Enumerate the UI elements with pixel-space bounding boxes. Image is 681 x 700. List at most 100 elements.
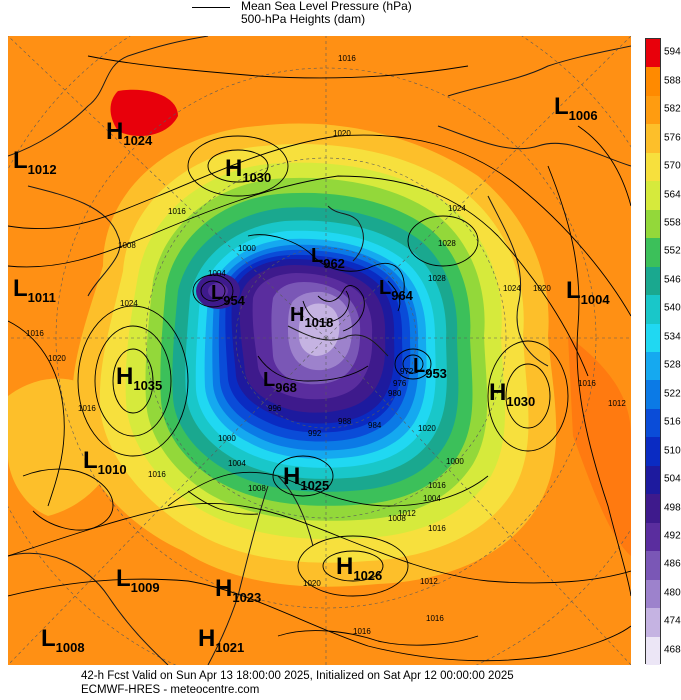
colorbar-label: 582 bbox=[664, 103, 681, 115]
colorbar-swatch bbox=[646, 551, 660, 581]
colorbar-label: 516 bbox=[664, 416, 681, 428]
isobar-label: 1020 bbox=[48, 354, 66, 363]
low-1012-w-label: L1012 bbox=[13, 147, 57, 177]
coastlines bbox=[8, 36, 631, 665]
isobar-label: 1016 bbox=[426, 614, 444, 623]
colorbar-label: 576 bbox=[664, 132, 681, 144]
colorbar-swatch bbox=[646, 437, 660, 467]
colorbar-label: 498 bbox=[664, 502, 681, 513]
isobar-label: 1020 bbox=[303, 579, 321, 588]
isobar-label: 1012 bbox=[398, 509, 416, 518]
isobar-label: 1016 bbox=[338, 54, 356, 63]
colorbar-label: 504 bbox=[664, 473, 681, 485]
isobar-label: 1004 bbox=[208, 269, 226, 278]
isobar-label: 1004 bbox=[228, 459, 246, 468]
low-962-polar-label: L962 bbox=[311, 245, 345, 271]
isobar-label: 1028 bbox=[428, 274, 446, 283]
low-954-polar-label: L954 bbox=[211, 282, 246, 308]
low-1006-ne-label: L1006 bbox=[554, 93, 598, 123]
isobar-label: 972 bbox=[400, 367, 414, 376]
model-credit-text: ECMWF-HRES - meteocentre.com bbox=[81, 684, 260, 696]
isobar-label: 984 bbox=[368, 421, 382, 430]
colorbar-label: 594 bbox=[664, 46, 681, 58]
colorbar-swatch bbox=[646, 39, 660, 68]
colorbar-label: 534 bbox=[664, 331, 681, 343]
isobar-label: 1016 bbox=[148, 470, 166, 479]
colorbar-swatch bbox=[646, 152, 660, 182]
low-1004-e-label: L1004 bbox=[566, 277, 610, 307]
high-1026-s-label: H1026 bbox=[336, 553, 382, 583]
colorbar-swatch bbox=[646, 352, 660, 381]
colorbar-labels: 594 588 582 576 570 564 558 552 546 540 534 528 522 5… bbox=[664, 38, 681, 664]
colorbar-label: 588 bbox=[664, 75, 681, 87]
isobar-label: 1012 bbox=[420, 577, 438, 586]
legend-title-heights: 500-hPa Heights (dam) bbox=[241, 12, 366, 26]
isobars bbox=[8, 55, 631, 662]
mslp-legend-line bbox=[192, 7, 230, 8]
high-1030-n-label: H1030 bbox=[225, 155, 271, 185]
isobar-label: 1020 bbox=[418, 424, 436, 433]
isobar-label: 1012 bbox=[608, 399, 626, 408]
isobar-label: 1020 bbox=[333, 129, 351, 138]
low-968-polar-label: L968 bbox=[263, 369, 297, 395]
colorbar-swatch bbox=[646, 408, 660, 438]
low-1009-s-label: L1009 bbox=[116, 565, 160, 595]
isobar-label: 1008 bbox=[118, 241, 136, 250]
isobar-label: 1016 bbox=[78, 404, 96, 413]
isobar-label: 1024 bbox=[448, 204, 466, 213]
high-1018-polar-label: H1018 bbox=[290, 304, 333, 330]
low-1011-w-label: L1011 bbox=[13, 275, 56, 305]
isobar-labels: 1016 1020 1016 1008 1024 1016 1020 1016 1016 1004… bbox=[26, 54, 626, 636]
colorbar-swatch bbox=[646, 465, 660, 495]
colorbar-swatch bbox=[646, 522, 660, 552]
colorbar-swatch bbox=[646, 181, 660, 211]
legend-title-mslp: Mean Sea Level Pressure (hPa) bbox=[241, 0, 412, 13]
low-964-polar-label: L964 bbox=[379, 277, 414, 303]
high-1035-w-label: H1035 bbox=[116, 363, 162, 393]
colorbar-swatch bbox=[646, 323, 660, 353]
colorbar-label: 522 bbox=[664, 388, 681, 400]
isobar-label: 1000 bbox=[446, 457, 464, 466]
colorbar-swatch bbox=[646, 295, 660, 325]
colorbar-swatch bbox=[646, 209, 660, 239]
isobar-label: 1016 bbox=[428, 481, 446, 490]
colorbar-label: 540 bbox=[664, 302, 681, 314]
colorbar-label: 558 bbox=[664, 217, 681, 229]
low-1010-sw-label: L1010 bbox=[83, 447, 127, 477]
colorbar-swatch bbox=[646, 608, 660, 638]
low-1008-sw-label: L1008 bbox=[41, 625, 85, 655]
graticule bbox=[8, 36, 631, 665]
isobar-label: 1024 bbox=[503, 284, 521, 293]
isobar-label: 1024 bbox=[120, 299, 138, 308]
isobar-label: 1020 bbox=[533, 284, 551, 293]
colorbar-label: 552 bbox=[664, 245, 681, 257]
colorbar-swatch bbox=[646, 494, 660, 524]
height-band-474 bbox=[298, 303, 340, 356]
isobar-label: 1016 bbox=[578, 379, 596, 388]
colorbar-label: 468 bbox=[664, 644, 681, 656]
low-953-polar-label: L953 bbox=[413, 355, 447, 381]
isobar-label: 1016 bbox=[428, 524, 446, 533]
colorbar-swatch bbox=[646, 636, 660, 666]
colorbar-label: 474 bbox=[664, 615, 681, 627]
colorbar-label: 480 bbox=[664, 587, 681, 599]
isobar-label: 1008 bbox=[248, 484, 266, 493]
isobar-label: 996 bbox=[268, 404, 282, 413]
isobar-label: 1028 bbox=[438, 239, 456, 248]
isobar-label: 1016 bbox=[353, 627, 371, 636]
isobar-label: 1008 bbox=[388, 514, 406, 523]
colorbar-label: 564 bbox=[664, 189, 681, 200]
isobar-label: 1016 bbox=[168, 207, 186, 216]
warm-band-e bbox=[568, 336, 631, 556]
colorbar-swatch bbox=[646, 95, 660, 125]
low-core-w-inner bbox=[208, 283, 228, 299]
isobar-label: 1000 bbox=[218, 434, 236, 443]
colorbar-swatch bbox=[646, 266, 660, 296]
isobar-label: 1016 bbox=[26, 329, 44, 338]
isobar-label: 1004 bbox=[423, 494, 441, 503]
pressure-systems: H1024 L1012 H1030 L1006 L1011 L1004 H1035 H1030… bbox=[13, 93, 610, 655]
high-1030-e-label: H1030 bbox=[489, 379, 535, 409]
high-1023-s-label: H1023 bbox=[215, 575, 261, 605]
isobar-label: 992 bbox=[308, 429, 322, 438]
colorbar-label: 570 bbox=[664, 160, 681, 172]
